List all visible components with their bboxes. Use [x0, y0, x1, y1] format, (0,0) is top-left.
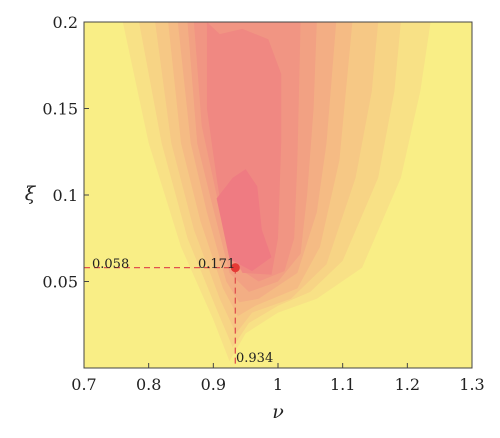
x-tick-label: 1.2 — [395, 375, 420, 394]
contour-band — [216, 169, 272, 272]
y-axis-label: ξ — [25, 183, 37, 205]
contour-bands — [122, 22, 431, 362]
x-tick-label: 0.9 — [201, 375, 226, 394]
x-tick-label: 0.8 — [136, 375, 161, 394]
optimum-nu-label: 0.934 — [236, 351, 273, 366]
x-tick-label: 0.7 — [71, 375, 96, 394]
optimum-marker — [230, 263, 240, 273]
optimum-value-label: 0.171 — [198, 257, 235, 272]
y-tick-label: 0.1 — [53, 186, 78, 205]
y-tick-label: 0.05 — [42, 273, 78, 292]
optimum-xi-label: 0.058 — [92, 257, 129, 272]
optimum-guides — [84, 263, 240, 368]
y-tick-label: 0.2 — [53, 13, 78, 32]
x-axis-label: ν — [272, 401, 284, 423]
x-axis-ticks: 0.7 0.8 0.9 1 1.1 1.2 1.3 — [71, 363, 485, 394]
x-tick-label: 1.3 — [459, 375, 484, 394]
y-tick-label: 0.15 — [42, 100, 78, 119]
x-tick-label: 1 — [273, 375, 283, 394]
y-axis-ticks: 0.05 0.1 0.15 0.2 — [42, 13, 89, 292]
x-tick-label: 1.1 — [330, 375, 355, 394]
